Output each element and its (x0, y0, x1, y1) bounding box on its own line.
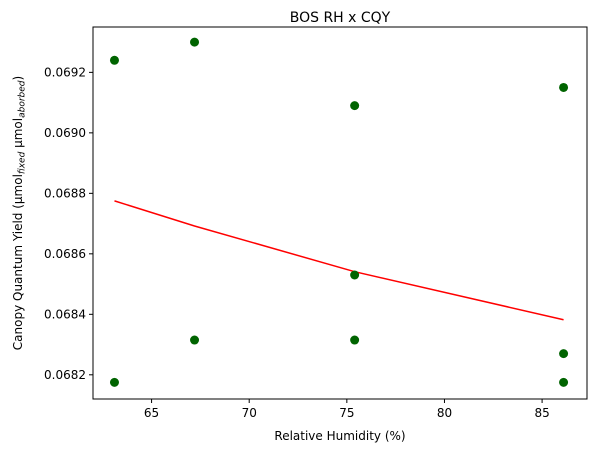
y-tick-label: 0.0684 (44, 307, 86, 321)
data-point (109, 377, 119, 387)
x-axis-ticks: 65 70 75 80 85 (144, 399, 550, 420)
fit-line-layer (114, 200, 564, 321)
x-tick-label: 80 (437, 406, 452, 420)
chart-title: BOS RH x CQY (290, 10, 391, 26)
y-tick-label: 0.0692 (44, 65, 86, 79)
x-axis-label: Relative Humidity (%) (274, 429, 405, 443)
y-tick-label: 0.0686 (44, 247, 86, 261)
data-point (190, 37, 200, 47)
regression-line (114, 200, 564, 321)
plot-frame (92, 26, 588, 400)
y-tick-label: 0.0690 (44, 126, 86, 140)
x-tick-label: 65 (144, 406, 159, 420)
data-point (559, 82, 569, 92)
data-point (559, 349, 569, 359)
y-tick-label: 0.0682 (44, 368, 86, 382)
data-point (559, 377, 569, 387)
data-point (109, 55, 119, 65)
data-points (109, 37, 569, 387)
x-tick-label: 85 (534, 406, 549, 420)
data-point (350, 101, 360, 111)
x-tick-label: 75 (339, 406, 354, 420)
y-tick-label: 0.0688 (44, 186, 86, 200)
data-point (350, 335, 360, 345)
y-axis-label: Canopy Quantum Yield (μmolfixed μmolabor… (11, 76, 28, 350)
data-point (190, 335, 200, 345)
data-point (350, 270, 360, 280)
y-axis-ticks: 0.0682 0.0684 0.0686 0.0688 0.0690 0.0692 (44, 65, 93, 382)
x-tick-label: 70 (242, 406, 257, 420)
